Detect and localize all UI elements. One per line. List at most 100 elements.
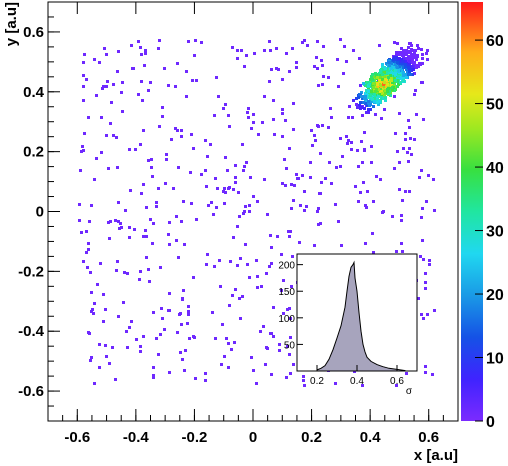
heatmap-cell (248, 276, 251, 279)
heatmap-cell (303, 39, 306, 42)
heatmap-cell (359, 101, 362, 104)
heatmap-cell (369, 108, 372, 111)
heatmap-cell (414, 49, 417, 52)
heatmap-cell (150, 158, 153, 161)
heatmap-cell (375, 88, 378, 91)
heatmap-cell (266, 347, 269, 350)
heatmap-cell (376, 98, 379, 101)
heatmap-cell (366, 81, 369, 84)
heatmap-cell (296, 177, 299, 180)
heatmap-cell (406, 151, 409, 154)
heatmap-cell (239, 257, 242, 260)
heatmap-cell (128, 236, 131, 239)
heatmap-cell (337, 85, 340, 88)
inset-y-tick-label: 200 (278, 261, 295, 272)
heatmap-cell (402, 55, 405, 58)
heatmap-cell (373, 100, 376, 103)
heatmap-cell (210, 201, 213, 204)
heatmap-cell (111, 346, 114, 349)
heatmap-cell (302, 375, 305, 378)
colorbar-scale (461, 2, 483, 421)
heatmap-cell (139, 350, 142, 353)
heatmap-cell (367, 108, 370, 111)
heatmap-cell (164, 182, 167, 185)
heatmap-cell (424, 365, 427, 368)
heatmap-cell (114, 378, 117, 381)
heatmap-cell (83, 132, 86, 135)
heatmap-cell (86, 266, 89, 269)
heatmap-cell (142, 335, 145, 338)
heatmap-cell (431, 373, 434, 376)
colorbar-ticks: 0 10 20 30 40 50 60 (475, 33, 504, 431)
heatmap-cell (269, 49, 272, 52)
heatmap-cell (289, 336, 292, 339)
heatmap-cell (204, 372, 207, 375)
heatmap-cell (187, 313, 190, 316)
heatmap-cell (408, 70, 411, 73)
heatmap-cell (311, 144, 314, 147)
heatmap-cell (352, 49, 355, 52)
heatmap-cell (93, 302, 96, 305)
heatmap-cell (371, 98, 374, 101)
heatmap-cell (204, 379, 207, 382)
heatmap-cell (157, 187, 160, 190)
inset-y-tick-label: 50 (284, 340, 296, 351)
heatmap-cell (242, 169, 245, 172)
heatmap-cell (281, 112, 284, 115)
heatmap-cell (239, 317, 242, 320)
heatmap-cell (371, 78, 374, 81)
heatmap-cell (356, 106, 359, 109)
heatmap-cell (140, 192, 143, 195)
heatmap-cell (372, 75, 375, 78)
heatmap-cell (388, 64, 391, 67)
heatmap-cell (90, 310, 93, 313)
heatmap-cell (233, 341, 236, 344)
heatmap-cell (374, 72, 377, 75)
heatmap-cell (256, 200, 259, 203)
heatmap-cell (152, 366, 155, 369)
heatmap-cell (158, 125, 161, 128)
heatmap-cell (360, 95, 363, 98)
heatmap-cell (411, 65, 414, 68)
heatmap-cell (176, 129, 179, 132)
heatmap-cell (192, 335, 195, 338)
heatmap-cell (378, 95, 381, 98)
heatmap-cell (144, 229, 147, 232)
heatmap-cell (317, 223, 320, 226)
heatmap-cell (379, 81, 382, 84)
heatmap-cell (388, 70, 391, 73)
heatmap-cell (256, 275, 259, 278)
heatmap-cell (245, 161, 248, 164)
heatmap-cell (252, 121, 255, 124)
heatmap-cell (180, 129, 183, 132)
heatmap-cell (168, 243, 171, 246)
heatmap-cell (427, 174, 430, 177)
heatmap-cell (100, 151, 103, 154)
heatmap-cell (405, 68, 408, 71)
heatmap-cell (155, 205, 158, 208)
heatmap-cell (413, 93, 416, 96)
heatmap-cell (368, 104, 371, 107)
heatmap-cell (393, 95, 396, 98)
heatmap-cell (382, 87, 385, 90)
heatmap-cell (130, 320, 133, 323)
heatmap-cell (383, 75, 386, 78)
heatmap-cell (131, 67, 134, 70)
heatmap-cell (381, 66, 384, 69)
heatmap-cell (335, 166, 338, 169)
colorbar-tick-label: 40 (486, 160, 504, 177)
heatmap-cell (405, 49, 408, 52)
heatmap-cell (260, 285, 263, 288)
heatmap-cell (92, 312, 95, 315)
heatmap-cell (364, 92, 367, 95)
heatmap-cell (98, 366, 101, 369)
heatmap-cell (80, 150, 83, 153)
heatmap-cell (161, 106, 164, 109)
heatmap-cell (130, 44, 133, 47)
y-tick-label: 0.2 (23, 144, 44, 161)
heatmap-cell (400, 214, 403, 217)
heatmap-cell (322, 45, 325, 48)
heatmap-cell (116, 260, 119, 263)
heatmap-cell (405, 372, 408, 375)
heatmap-cell (410, 53, 413, 56)
